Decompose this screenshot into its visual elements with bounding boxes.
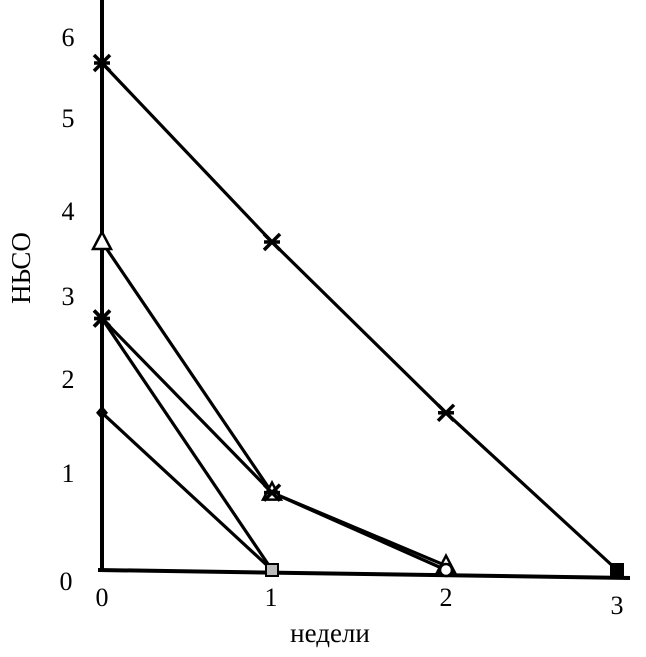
end-point-3 — [610, 563, 624, 577]
marker-layer — [90, 53, 624, 578]
series-5-line — [100, 411, 274, 572]
y-axis-title: НЬСО — [6, 232, 36, 304]
end-point-1-shape — [265, 563, 279, 577]
x-tick-label: 3 — [611, 591, 624, 620]
end-point-3-shape — [610, 563, 624, 577]
series-1-point — [436, 403, 456, 423]
x-axis-title: недели — [290, 618, 370, 648]
series-2-point — [90, 229, 114, 251]
y-tick-labels: 0 1 2 3 4 5 6 — [60, 23, 75, 596]
end-point-1 — [265, 563, 279, 577]
series-1-point — [262, 232, 282, 252]
series-layer — [100, 61, 619, 572]
series-4-point — [92, 309, 112, 328]
series-5-point-shape — [96, 405, 108, 420]
series-2-point-shape — [90, 229, 114, 251]
x-tick-labels: 0 1 2 3 — [96, 583, 624, 620]
end-point-2 — [438, 562, 454, 578]
x-tick-label: 0 — [96, 583, 109, 612]
y-tick-label: 5 — [62, 104, 75, 133]
series-1-line — [100, 61, 619, 572]
y-tick-label: 1 — [62, 459, 75, 488]
series-4-line — [100, 317, 274, 571]
y-tick-label: 3 — [62, 282, 75, 311]
series-2-line — [100, 241, 447, 568]
series-1-point — [92, 53, 112, 73]
y-tick-label: 2 — [62, 365, 75, 394]
x-tick-label: 2 — [440, 583, 453, 612]
y-tick-label: 4 — [62, 197, 75, 226]
y-tick-label: 6 — [62, 23, 75, 52]
axes — [97, 0, 631, 580]
x-tick-label: 1 — [265, 583, 278, 612]
y-tick-label: 0 — [60, 567, 73, 596]
x-axis-line — [97, 568, 631, 580]
series-3-line — [100, 317, 447, 572]
series-3-point — [262, 483, 282, 502]
series-5-point — [96, 405, 108, 420]
end-point-2-shape — [438, 562, 454, 578]
